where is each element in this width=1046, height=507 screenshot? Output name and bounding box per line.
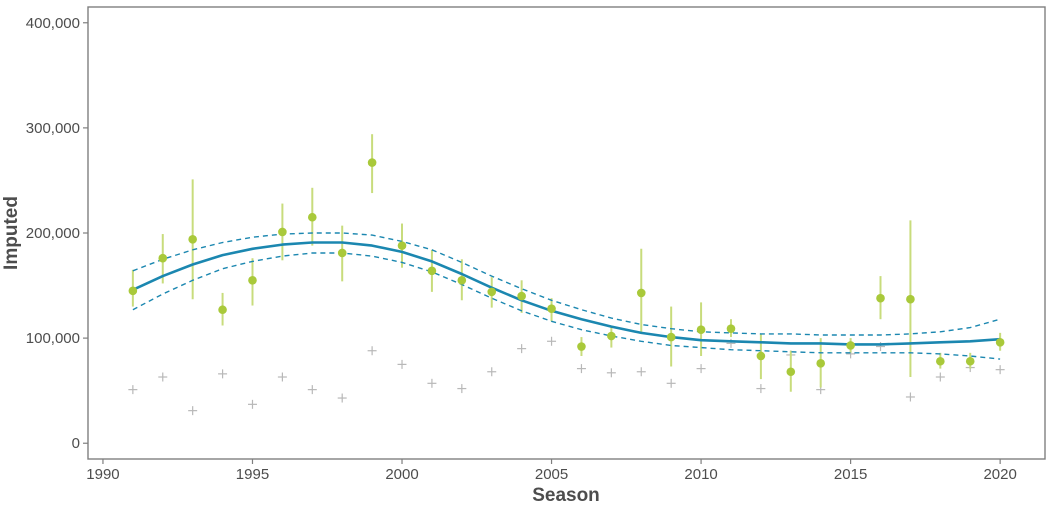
data-point [965,356,975,366]
data-point [696,325,706,335]
cross-point [158,372,168,382]
cross-point [307,385,317,395]
cross-point [218,369,228,379]
data-point [128,286,138,296]
cross-point [905,392,915,402]
data-point [726,324,736,333]
ci-lower-line [132,252,1001,360]
x-tick-label: 2005 [535,466,568,483]
y-axis: 0 100,000 200,000 300,000 400,000 [26,15,88,452]
data-point [248,276,257,285]
cross-point [277,372,287,382]
cross-point [247,399,257,409]
y-tick-label: 100,000 [26,330,80,347]
data-point [636,288,646,298]
x-tick-label: 1995 [236,466,269,483]
cross-point [935,372,945,382]
cross-point [188,406,198,416]
data-point [188,235,197,244]
cross-point [128,385,138,395]
cross-point [397,359,407,369]
cross-point [636,367,646,377]
y-tick-label: 400,000 [26,15,80,32]
cross-point [666,378,676,388]
data-point [995,338,1005,347]
data-point [906,294,915,304]
data-point [786,367,796,377]
y-tick-label: 0 [72,435,80,452]
data-point [218,305,227,315]
x-axis: 1990 1995 2000 2005 2010 2015 2020 [86,459,1017,483]
data-point [517,291,526,301]
data-point [278,227,287,237]
data-point [547,304,556,313]
cross-point [367,346,377,356]
data-point [397,241,407,250]
data-point [158,253,168,263]
y-tick-label: 300,000 [26,120,80,137]
ci-upper-line [132,232,1001,336]
x-tick-label: 2000 [385,466,418,483]
data-point [307,212,317,222]
data-point [936,356,945,366]
data-point [876,293,885,303]
cross-point [995,365,1005,375]
data-point [846,341,855,350]
panel-border [87,6,1046,460]
cross-point [696,364,706,374]
data-point [487,287,497,297]
cross-point [337,393,347,403]
points-series [128,158,1005,377]
data-point [577,342,586,351]
data-point [457,276,467,285]
data-point [666,332,676,342]
cross-point [576,364,586,374]
data-point [607,331,616,341]
trend-line [132,241,1001,346]
cross-point [457,384,467,394]
trend-series [132,232,1001,360]
crosses-series [128,336,1005,416]
data-point [816,359,826,368]
data-point [367,158,377,167]
x-axis-title: Season [532,485,600,506]
data-point [337,248,347,258]
cross-point [606,368,616,378]
x-tick-label: 2020 [983,466,1016,483]
y-axis-title: Imputed [1,196,22,270]
data-point [756,351,766,361]
data-point [427,266,437,276]
cross-point [517,344,527,354]
cross-point [547,336,557,346]
x-tick-label: 2010 [684,466,717,483]
x-tick-label: 1990 [86,466,119,483]
cross-point [487,367,497,377]
cross-point [427,378,437,388]
cross-point [756,384,766,394]
x-tick-label: 2015 [834,466,867,483]
y-tick-label: 200,000 [26,225,80,242]
